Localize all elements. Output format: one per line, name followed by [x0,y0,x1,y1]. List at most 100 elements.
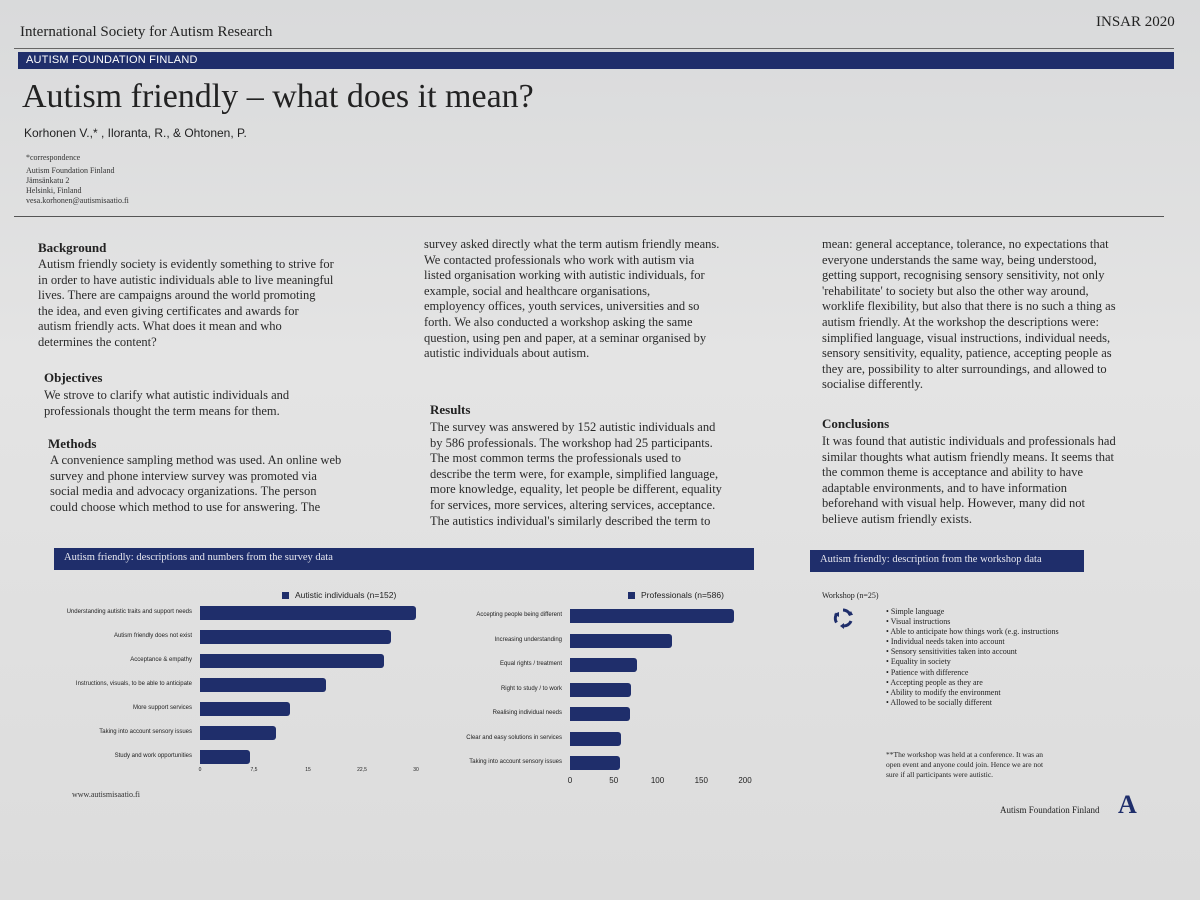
category-label: Instructions, visuals, to be able to ant… [75,681,192,687]
text-line: The most common terms the professionals … [430,451,682,466]
category-label: More support services [132,705,192,711]
bar [200,726,276,740]
organization-name: International Society for Autism Researc… [20,24,273,40]
category-label: Equal rights / treatment [499,661,562,667]
survey-panel-title: Autism friendly: descriptions and number… [64,552,333,563]
category-label: Clear and easy solutions in services [466,734,562,741]
authors: Korhonen V.,* , Iloranta, R., & Ohtonen,… [24,126,247,140]
list-item: • Allowed to be socially different [886,697,992,707]
bar [200,750,251,764]
bar [200,678,326,692]
survey-panel-header: Autism friendly: descriptions and number… [54,548,754,570]
bar [570,731,621,746]
workshop-label: Workshop (n=25) [822,591,879,600]
category-label: Taking into account sensory issues [469,759,562,765]
text-line: The autistics individual's similarly des… [430,513,711,528]
poster-title: Autism friendly – what does it mean? [22,78,534,115]
contact-line: Helsinki, Finland [26,186,82,195]
conclusions-text: It was found that autistic individuals a… [822,434,1116,528]
text-line: beforehand with visual help. However, ma… [822,496,1085,511]
note-line: sure if all participants were autistic. [886,770,994,779]
contact-block: *correspondence Autism Foundation Finlan… [26,153,129,206]
contact-line: Autism Foundation Finland [26,166,115,175]
text-line: sensory sensitivity, equality, patience,… [822,346,1112,361]
category-label: Understanding autistic traits and suppor… [66,609,192,615]
text-line: adaptable environments, and to have info… [822,480,1068,495]
methods-text: A convenience sampling method was used. … [50,453,341,515]
list-item: • Visual instructions [886,617,951,627]
text-line: by 586 professionals. The workshop had 2… [430,435,713,450]
text-line: survey asked directly what the term auti… [424,237,720,251]
legend-swatch [282,592,289,600]
x-tick-label: 150 [694,776,708,785]
x-tick-label: 0 [198,767,202,773]
text-line: everyone understands the same way, being… [822,252,1097,267]
text-line: the idea, and even giving certificates a… [38,303,299,318]
text-line: believe autism friendly exists. [822,511,972,526]
text-line: socialise differently. [822,377,924,392]
foundation-logo: A [1118,790,1137,819]
chart2-legend-label: Professionals (n=586) [641,590,724,600]
text-line: getting support, recognising sensory sen… [822,268,1105,283]
list-item: • Sensory sensitivities taken into accou… [886,647,1018,657]
recycle-arrows-icon [832,607,854,629]
text-line: more knowledge, equality, let people be … [430,482,722,497]
bar [570,658,638,672]
text-line: could choose which method to use for ans… [50,499,321,514]
conclusions-heading: Conclusions [822,416,890,431]
text-line: survey and phone interview survey was pr… [50,468,317,483]
results-text: The survey was answered by 152 autistic … [430,420,722,529]
results-continued-text: mean: general acceptance, tolerance, no … [822,237,1116,393]
category-label: Autism friendly does not exist [113,633,192,639]
category-label: Right to study / to work [500,685,562,692]
x-tick-label: 22,5 [357,767,367,773]
category-label: Accepting people being different [476,612,562,618]
text-line: The survey was answered by 152 autistic … [430,420,716,434]
contact-line: Jämsänkatu 2 [26,176,70,185]
list-item: • Patience with difference [886,667,969,677]
text-line: autism friendly acts. What does it mean … [38,319,282,334]
objectives-heading: Objectives [44,370,103,385]
bar [570,609,734,623]
background-text: Autism friendly society is evidently som… [38,257,334,351]
text-line: We strove to clarify what autistic indiv… [44,388,290,402]
background-heading: Background [38,240,107,255]
list-item: • Ability to modify the environment [886,687,1001,697]
contact-line: *correspondence [26,153,81,162]
list-item: • Simple language [886,607,945,616]
bar [200,654,384,668]
bar [570,756,620,770]
chart-professionals: Professionals (n=586) Accepting people b… [430,586,770,786]
methods-continued-text: survey asked directly what the term auti… [424,237,719,362]
workshop-panel-header: Autism friendly: description from the wo… [810,550,1084,572]
text-line: Autism friendly society is evidently som… [38,257,334,271]
chart-autistic-individuals: Autistic individuals (n=152) Understandi… [60,586,440,786]
chart2-legend: Professionals (n=586) [628,590,724,600]
x-tick-label: 200 [738,776,752,785]
category-label: Increasing understanding [494,636,562,643]
foundation-band: AUTISM FOUNDATION FINLAND [18,52,1174,69]
header-divider [14,48,1174,49]
text-line: for services, more services, altering se… [430,497,716,512]
website-url: www.autismisaatio.fi [72,790,140,799]
workshop-items: • Simple language • Visual instructions … [886,607,1059,708]
text-line: worklife flexibility, but also that ther… [822,299,1116,314]
category-label: Realising individual needs [492,710,562,716]
x-tick-label: 100 [650,776,665,785]
text-line: forth. We also conducted a workshop aski… [424,314,693,329]
text-line: describe the term were, for example, sim… [430,466,719,481]
text-line: in order to have autistic individuals ab… [38,272,334,287]
text-line: autism friendly. At the workshop the des… [822,314,1099,329]
contact-line: vesa.korhonen@autismisaatio.fi [26,196,129,205]
x-tick-label: 7,5 [250,767,258,773]
x-tick-label: 15 [305,767,311,773]
x-tick-label: 50 [609,776,619,785]
chart2-plot-area: Accepting people being different Increasi… [430,586,770,796]
text-line: 'rehabilitate' to society but also the o… [822,283,1089,298]
x-tick-label: 0 [567,776,573,785]
list-item: • Accepting people as they are [886,677,983,687]
text-line: listed organisation working with autisti… [424,268,705,283]
text-line: they are, possibility to alter surroundi… [822,361,1107,376]
note-line: open event and anyone could join. Hence … [886,760,1044,769]
